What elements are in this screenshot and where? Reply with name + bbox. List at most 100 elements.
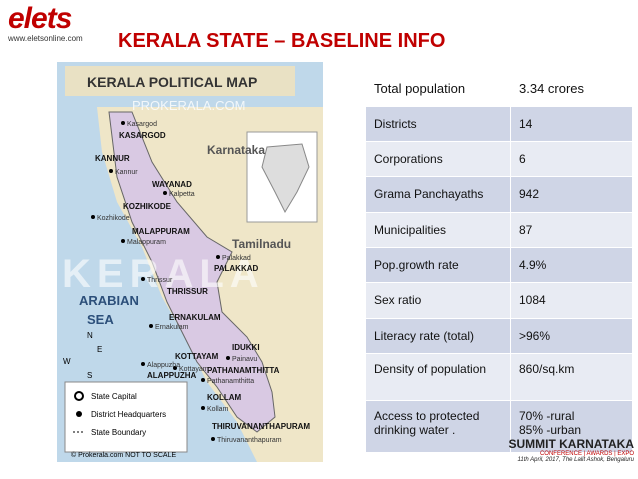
compass-label: S (87, 371, 92, 380)
table-row: Density of population 860/sq.km (366, 353, 632, 401)
table-row: Access to protected drinking water . 70% … (366, 400, 632, 453)
district-name: PALAKKAD (214, 264, 259, 273)
district-name: ERNAKULAM (169, 313, 221, 322)
legend-label: State Capital (91, 392, 137, 401)
hq-dot (121, 121, 125, 125)
district-name: THIRUVANANTHAPURAM (212, 422, 310, 431)
map-title: KERALA POLITICAL MAP (87, 74, 257, 90)
hq-dot (163, 191, 167, 195)
hq-name: Pathanamthitta (207, 378, 254, 385)
table-row: Corporations 6 (366, 141, 632, 177)
map-credit: © Prokerala.com NOT TO SCALE (71, 451, 176, 459)
hq-name: Thrissur (147, 277, 173, 284)
hq-name: Alappuzha (147, 362, 180, 369)
india-shape (261, 143, 310, 214)
table-row: Municipalities 87 (366, 212, 632, 248)
table-row: Districts 14 (366, 106, 632, 142)
table-cell: Grama Panchayaths (366, 176, 511, 213)
summit-tagline: CONFERENCE | AWARDS | EXPO (539, 451, 634, 457)
hq-dot (109, 169, 113, 173)
district-name: KOLLAM (207, 393, 242, 402)
legend-label: District Headquarters (91, 410, 166, 419)
table-row: Literacy rate (total) >96% (366, 318, 632, 354)
district-name: KOZHIKODE (123, 202, 172, 211)
summit-date: 11th April, 2017, The Lalit Ashok, Benga… (517, 457, 634, 463)
table-cell: 87 (510, 212, 632, 248)
hq-dot (216, 255, 220, 259)
table-cell: Density of population (366, 353, 511, 401)
table-cell: Municipalities (366, 212, 511, 248)
hq-name: Malappuram (127, 239, 166, 246)
legend-label: State Boundary (91, 428, 146, 437)
table-cell: 6 (510, 141, 632, 177)
hq-name: Ernakulam (155, 324, 189, 331)
map-watermark: PROKERALA.COM (132, 98, 245, 113)
sea-label: ARABIAN (79, 293, 139, 308)
district-name: MALAPPURAM (132, 227, 190, 236)
table-cell: 860/sq.km (510, 353, 632, 401)
sea-label: SEA (87, 312, 114, 327)
logo-url: www.eletsonline.com (8, 34, 83, 43)
compass-label: E (97, 345, 102, 354)
compass-label: N (87, 331, 93, 340)
logo: elets (8, 2, 72, 35)
hq-dot (201, 406, 205, 410)
hq-dot (149, 324, 153, 328)
neighbor-label: Karnataka (207, 143, 265, 157)
summit-logo: SUMMIT KARNATAKA CONFERENCE | AWARDS | E… (484, 437, 634, 463)
table-cell: 3.34 crores (510, 72, 632, 107)
hq-name: Kozhikode (97, 215, 130, 222)
legend-hq-icon (76, 411, 82, 417)
legend-capital-icon (74, 391, 84, 401)
hq-dot (226, 356, 230, 360)
district-name: ALAPPUZHA (147, 371, 197, 380)
kerala-state (108, 111, 276, 433)
table-cell: Access to protected drinking water . (366, 400, 511, 453)
hq-name: Thiruvananthapuram (217, 437, 282, 444)
summit-name: SUMMIT KARNATAKA (508, 437, 634, 451)
hq-name: Kannur (115, 169, 138, 176)
legend-box (64, 381, 188, 453)
hq-dot (141, 362, 145, 366)
district-name: KOTTAYAM (175, 352, 219, 361)
baseline-table: Total population 3.34 crores Districts 14 Co… (366, 72, 632, 453)
district-name: PATHANAMTHITTA (207, 366, 280, 375)
district-name: KANNUR (95, 154, 130, 163)
neighbor-label: Tamilnadu (232, 237, 291, 251)
district-name: IDUKKI (232, 343, 260, 352)
table-cell: 1084 (510, 282, 632, 319)
district-name: WAYANAD (152, 180, 192, 189)
compass-label: W (63, 357, 71, 366)
hq-dot (173, 366, 177, 370)
table-cell: Total population (366, 72, 511, 107)
state-watermark: KERALA (62, 252, 265, 296)
table-cell: Literacy rate (total) (366, 318, 511, 354)
table-cell: Corporations (366, 141, 511, 177)
district-name: THRISSUR (167, 287, 208, 296)
hq-name: Kollam (207, 406, 229, 413)
cell-line: 85% -urban (519, 422, 582, 437)
district-name: KASARGOD (119, 131, 166, 140)
hq-name: Kasargod (127, 121, 157, 128)
table-row: Grama Panchayaths 942 (366, 176, 632, 213)
table-cell: >96% (510, 318, 632, 354)
hq-dot (211, 437, 215, 441)
table-cell: Sex ratio (366, 282, 511, 319)
hq-name: Painavu (232, 356, 257, 363)
table-cell: 942 (510, 176, 632, 213)
map-title-box (65, 66, 295, 96)
hq-dot (121, 239, 125, 243)
table-row: Sex ratio 1084 (366, 282, 632, 319)
table-cell: 14 (510, 106, 632, 142)
hq-dot (201, 378, 205, 382)
table-cell: 4.9% (510, 247, 632, 283)
table-row: Total population 3.34 crores (366, 72, 632, 107)
table-cell: Districts (366, 106, 511, 142)
slide-title: KERALA STATE – BASELINE INFO (118, 30, 446, 52)
table-cell: Pop.growth rate (366, 247, 511, 283)
hq-dot (141, 277, 145, 281)
hq-name: Kalpetta (169, 191, 195, 198)
cell-line: 70% -rural (519, 408, 575, 423)
hq-dot (91, 215, 95, 219)
